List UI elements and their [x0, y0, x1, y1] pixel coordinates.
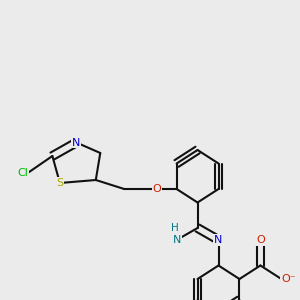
Text: N: N [172, 235, 181, 245]
Text: H: H [171, 223, 179, 233]
Text: S: S [56, 178, 63, 188]
Text: N: N [72, 137, 80, 148]
Text: N: N [214, 235, 223, 245]
Text: O⁻: O⁻ [281, 274, 296, 284]
Text: Cl: Cl [18, 167, 28, 178]
Text: O: O [153, 184, 161, 194]
Text: O: O [256, 235, 265, 245]
